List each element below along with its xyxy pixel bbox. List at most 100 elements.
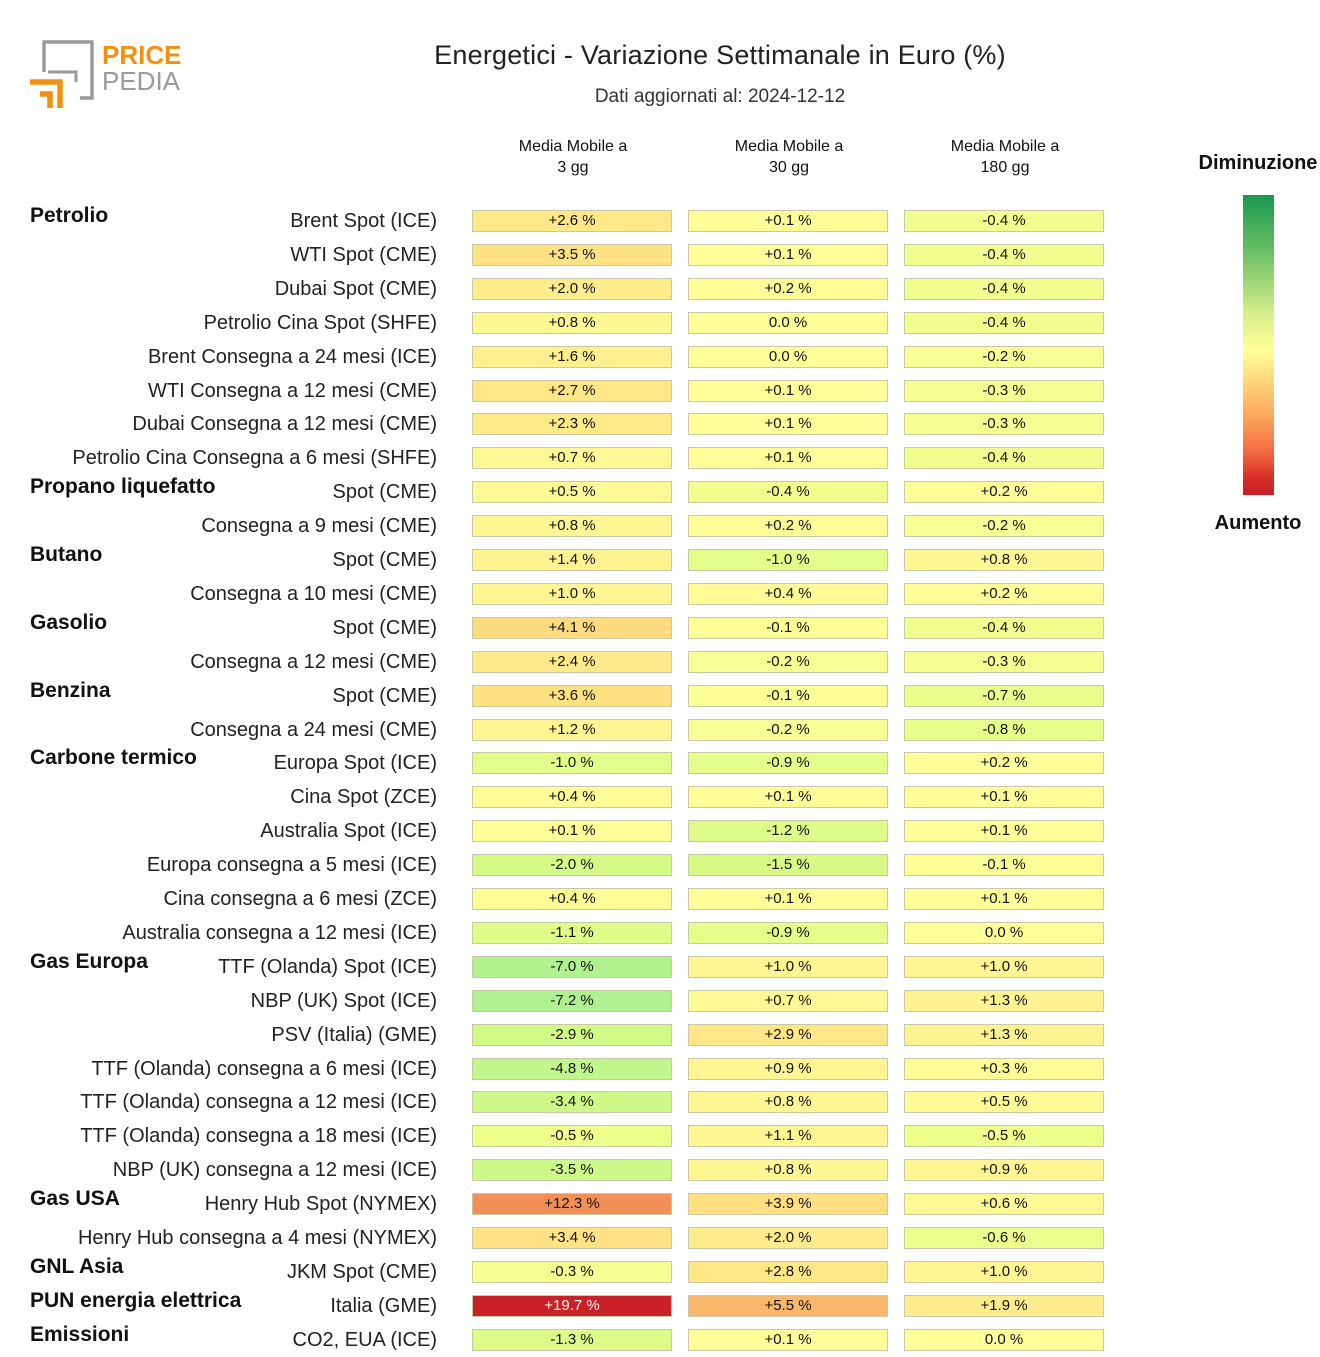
row-label: Spot (CME) xyxy=(332,549,437,571)
heatmap-cell: +0.7 % xyxy=(688,989,888,1012)
heatmap-cell: +1.0 % xyxy=(904,1260,1104,1283)
heatmap-cell: +0.2 % xyxy=(904,582,1104,605)
heatmap-cell: +1.0 % xyxy=(904,955,1104,978)
heatmap-cell: -1.1 % xyxy=(472,921,672,944)
group-label: Carbone termico xyxy=(30,746,197,770)
heatmap-cell: -1.2 % xyxy=(688,820,888,843)
heatmap-cell: -0.6 % xyxy=(904,1227,1104,1249)
group-label: Propano liquefatto xyxy=(30,475,216,499)
heatmap-cell: -0.4 % xyxy=(904,447,1104,470)
heatmap-cell: +1.0 % xyxy=(688,955,888,978)
row-label: TTF (Olanda) consegna a 18 mesi (ICE) xyxy=(80,1125,437,1148)
row-label: Italia (GME) xyxy=(330,1294,437,1317)
heatmap-cell: +0.2 % xyxy=(904,752,1104,775)
heatmap-cell: -0.4 % xyxy=(904,311,1104,334)
heatmap-cell: +0.1 % xyxy=(688,243,888,266)
heatmap-cell: 0.0 % xyxy=(688,345,888,368)
row-label: Cina consegna a 6 mesi (ZCE) xyxy=(163,888,437,910)
heatmap-cell: -4.8 % xyxy=(472,1057,672,1080)
row-label: Spot (CME) xyxy=(332,481,437,504)
heatmap-cell: 0.0 % xyxy=(904,921,1104,944)
row-label: CO2, EUA (ICE) xyxy=(292,1328,437,1351)
heatmap-cell: +0.9 % xyxy=(688,1057,888,1080)
heatmap-cell: -1.3 % xyxy=(472,1328,672,1351)
group-label: Gas Europa xyxy=(30,949,148,973)
heatmap-cell: +0.8 % xyxy=(472,311,672,334)
logo-price-text: PRICE xyxy=(102,40,181,70)
pricepedia-logo: PRICE PEDIA xyxy=(30,40,181,108)
heatmap-cell: +0.8 % xyxy=(688,1091,888,1114)
heatmap-cell: -0.5 % xyxy=(472,1125,672,1148)
row-label: Spot (CME) xyxy=(332,616,437,639)
heatmap-cell: +2.4 % xyxy=(472,650,672,673)
heatmap-cell: +0.4 % xyxy=(688,582,888,605)
row-label: Consegna a 9 mesi (CME) xyxy=(201,515,437,538)
heatmap-cell: +0.8 % xyxy=(904,549,1104,571)
group-label: Gas USA xyxy=(30,1187,120,1211)
heatmap-cell: -0.3 % xyxy=(904,413,1104,436)
heatmap-cell: +0.1 % xyxy=(904,786,1104,809)
heatmap-cell: -3.4 % xyxy=(472,1091,672,1114)
legend-color-bar xyxy=(1243,195,1274,495)
row-label: JKM Spot (CME) xyxy=(286,1260,437,1283)
heatmap-cell: -0.4 % xyxy=(688,481,888,504)
heatmap-cell: +1.9 % xyxy=(904,1294,1104,1317)
chart-subtitle: Dati aggiornati al: 2024-12-12 xyxy=(594,86,846,107)
group-label: Emissioni xyxy=(30,1322,130,1346)
heatmap-cell: +2.6 % xyxy=(472,210,672,232)
group-label: Benzina xyxy=(30,678,111,702)
group-label: GNL Asia xyxy=(30,1254,124,1278)
heatmap-cell: +0.1 % xyxy=(688,888,888,910)
row-label: WTI Spot (CME) xyxy=(290,243,437,266)
heatmap-cell: +0.5 % xyxy=(472,481,672,504)
heatmap-cell: +2.7 % xyxy=(472,379,672,402)
heatmap-cell: +2.8 % xyxy=(688,1260,888,1283)
row-label: Dubai Spot (CME) xyxy=(274,277,437,300)
heatmap-cell: -0.3 % xyxy=(904,379,1104,402)
heatmap-cell: -0.9 % xyxy=(688,921,888,944)
heatmap-cell: +1.3 % xyxy=(904,1023,1104,1046)
group-label: Petrolio xyxy=(30,204,109,227)
heatmap-cell: +1.6 % xyxy=(472,345,672,368)
heatmap-cell: +3.9 % xyxy=(688,1193,888,1216)
heatmap-cell: +2.0 % xyxy=(472,277,672,300)
heatmap-cell: +0.1 % xyxy=(904,888,1104,910)
row-label: Dubai Consegna a 12 mesi (CME) xyxy=(132,413,437,436)
heatmap-cell: -0.4 % xyxy=(904,210,1104,232)
heatmap-cell: +3.4 % xyxy=(472,1227,672,1249)
heatmap-cell: +0.1 % xyxy=(688,447,888,470)
row-label: NBP (UK) Spot (ICE) xyxy=(250,989,437,1012)
heatmap-cell: +0.4 % xyxy=(472,786,672,809)
heatmap-cell: +2.3 % xyxy=(472,413,672,436)
row-label: TTF (Olanda) consegna a 6 mesi (ICE) xyxy=(91,1057,437,1080)
row-label: Consegna a 24 mesi (CME) xyxy=(190,718,437,741)
row-label: Henry Hub Spot (NYMEX) xyxy=(204,1193,437,1216)
heatmap-cell: -0.1 % xyxy=(688,616,888,639)
heatmap-cell: +0.2 % xyxy=(904,481,1104,504)
column-header-180gg: Media Mobile a 180 gg xyxy=(950,138,1060,176)
heatmap-cell: 0.0 % xyxy=(688,311,888,334)
row-label: Europa Spot (ICE) xyxy=(273,752,437,775)
heatmap-cell: +0.2 % xyxy=(688,277,888,300)
group-label: Butano xyxy=(30,543,103,566)
heatmap-cell: -0.3 % xyxy=(904,650,1104,673)
heatmap-cell: +0.1 % xyxy=(904,820,1104,843)
row-label: Petrolio Cina Spot (SHFE) xyxy=(203,311,437,334)
heatmap-cell: -0.1 % xyxy=(904,854,1104,877)
heatmap-cell: +19.7 % xyxy=(472,1294,672,1317)
row-label: Brent Spot (ICE) xyxy=(290,210,437,232)
heatmap-cell: +0.1 % xyxy=(688,210,888,232)
heatmap-cell: +4.1 % xyxy=(472,616,672,639)
heatmap-cell: -0.5 % xyxy=(904,1125,1104,1148)
row-label: Europa consegna a 5 mesi (ICE) xyxy=(146,854,437,877)
heatmap-cell: -0.1 % xyxy=(688,684,888,707)
heatmap-cell: +12.3 % xyxy=(472,1193,672,1216)
heatmap-cell: +1.3 % xyxy=(904,989,1104,1012)
group-label: PUN energia elettrica xyxy=(30,1288,242,1312)
row-label: TTF (Olanda) Spot (ICE) xyxy=(218,955,437,978)
legend-label-decrease: Diminuzione xyxy=(1198,152,1318,174)
row-label: TTF (Olanda) consegna a 12 mesi (ICE) xyxy=(80,1091,437,1114)
heatmap-cell: -0.2 % xyxy=(688,650,888,673)
heatmap-cell: -0.8 % xyxy=(904,718,1104,741)
